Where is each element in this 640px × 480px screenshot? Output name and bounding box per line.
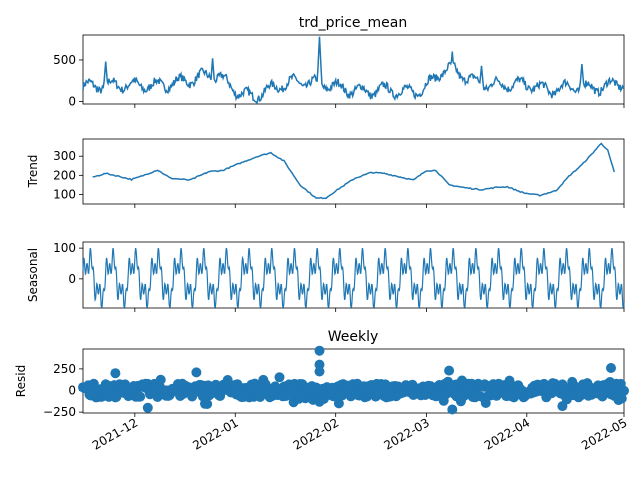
resid-point — [274, 372, 285, 383]
panel-observed-title: trd_price_mean — [299, 15, 407, 31]
resid-point — [314, 366, 325, 377]
resid-point — [557, 401, 568, 412]
x-tick-labels: 2021-12 2022-01 2022-02 2022-03 2022-04 2022-… — [90, 415, 630, 452]
resid-point — [616, 393, 627, 404]
x-tick-label: 2022-03 — [381, 415, 431, 452]
panel-observed-frame — [82, 34, 625, 105]
panel-seasonal: Seasonal 0 100 — [26, 241, 625, 312]
panel-trend-yticks: 100 200 300 — [53, 149, 83, 201]
suptitle: Weekly — [328, 329, 379, 345]
panel-trend: Trend 100 200 300 — [26, 138, 625, 208]
panel-resid-yticks: −250 0 250 — [43, 362, 83, 419]
panel-trend-xticks — [134, 204, 625, 208]
panel-observed-xticks — [134, 104, 625, 108]
resid-point — [444, 365, 455, 376]
panel-trend-frame — [82, 138, 625, 205]
panel-seasonal-ylabel: Seasonal — [26, 248, 40, 302]
resid-point — [202, 399, 213, 409]
panel-resid: Resid −250 0 250 2021-12 2022-01 2022-02 2022… — [14, 345, 630, 453]
resid-point — [191, 367, 202, 378]
panel-observed-series-line — [82, 36, 625, 105]
y-tick-label: −250 — [43, 405, 76, 419]
panel-resid-xticks — [134, 413, 625, 417]
panel-seasonal-series-line — [82, 247, 625, 308]
panel-seasonal-yticks: 0 100 — [53, 241, 83, 286]
y-tick-label: 500 — [53, 53, 76, 67]
panel-seasonal-frame — [82, 241, 625, 309]
resid-point — [155, 374, 166, 385]
y-tick-label: 100 — [53, 187, 76, 201]
y-tick-label: 200 — [53, 168, 76, 182]
x-tick-label: 2022-04 — [482, 415, 532, 452]
y-tick-label: 0 — [68, 95, 76, 109]
panel-resid-ylabel: Resid — [14, 365, 28, 397]
resid-point — [314, 345, 325, 356]
resid-point — [222, 375, 233, 385]
resid-point — [619, 385, 629, 396]
resid-point — [135, 391, 146, 402]
resid-point — [447, 404, 458, 415]
panel-observed-yticks: 0 500 — [53, 53, 83, 109]
x-tick-label: 2022-05 — [579, 415, 629, 452]
x-tick-label: 2022-01 — [190, 415, 240, 452]
x-tick-label: 2021-12 — [90, 415, 140, 452]
resid-point — [314, 359, 325, 370]
x-tick-label: 2022-02 — [291, 415, 341, 452]
panel-trend-series-line — [92, 142, 616, 200]
y-tick-label: 100 — [53, 241, 76, 255]
y-tick-label: 0 — [68, 384, 76, 398]
resid-point — [606, 363, 616, 373]
panel-observed: trd_price_mean 0 500 — [53, 15, 625, 109]
resid-point — [142, 402, 153, 413]
panel-resid-points — [78, 345, 629, 415]
y-tick-label: 300 — [53, 149, 76, 163]
panel-trend-ylabel: Trend — [26, 155, 40, 189]
y-tick-label: 250 — [53, 362, 76, 376]
y-tick-label: 0 — [68, 272, 76, 286]
resid-point — [333, 398, 344, 409]
resid-point — [110, 368, 121, 379]
panel-seasonal-xticks — [134, 308, 625, 312]
